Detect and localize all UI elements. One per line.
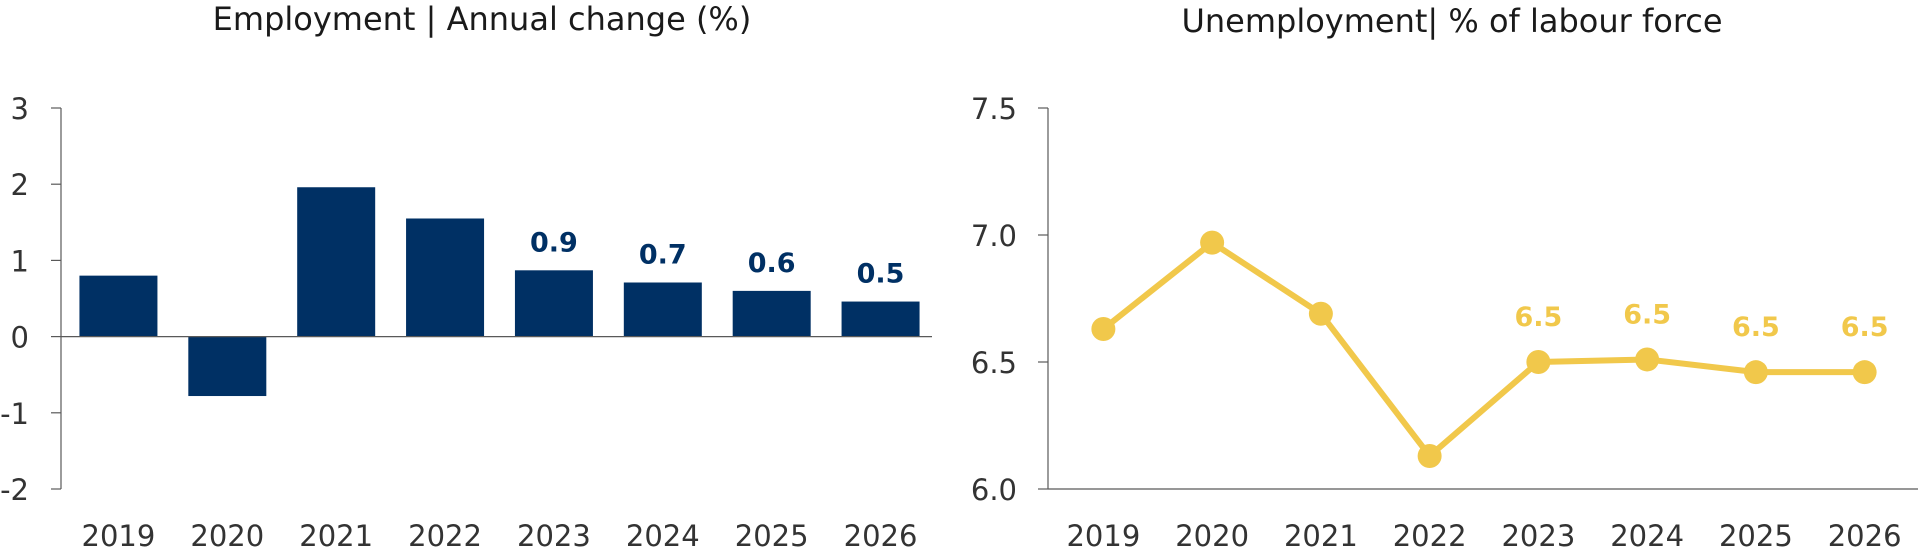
data-label: 0.9 — [530, 227, 578, 258]
x-tick-label: 2025 — [1719, 519, 1793, 553]
bar-2021 — [297, 187, 376, 337]
bar-2024 — [623, 282, 702, 337]
y-tick-label: 7.0 — [971, 219, 1017, 253]
y-tick-label: 2 — [11, 168, 29, 202]
bar-2025 — [732, 290, 811, 337]
bar-2023 — [514, 270, 593, 337]
data-label: 6.5 — [1623, 299, 1671, 330]
y-tick-label: -1 — [0, 397, 29, 431]
point-2019 — [1091, 316, 1116, 341]
x-tick-label: 2020 — [1175, 519, 1249, 553]
bar-2026 — [841, 301, 920, 337]
y-tick-label: 7.5 — [971, 92, 1017, 126]
point-2020 — [1200, 230, 1225, 255]
bar-2019 — [79, 275, 158, 337]
unemployment-chart-title: Unemployment| % of labour force — [1181, 2, 1722, 40]
x-tick-label: 2026 — [844, 519, 918, 553]
x-tick-label: 2022 — [1393, 519, 1467, 553]
y-tick-label: 6.5 — [971, 346, 1017, 380]
point-2025 — [1743, 360, 1768, 385]
x-tick-label: 2019 — [82, 519, 156, 553]
y-tick-label: 0 — [11, 321, 29, 355]
x-tick-label: 2023 — [517, 519, 591, 553]
x-tick-label: 2026 — [1828, 519, 1902, 553]
point-2022 — [1417, 443, 1442, 468]
x-tick-label: 2019 — [1066, 519, 1140, 553]
point-2026 — [1852, 360, 1877, 385]
point-2024 — [1635, 347, 1660, 372]
x-tick-label: 2024 — [1610, 519, 1684, 553]
x-tick-label: 2025 — [735, 519, 809, 553]
bar-2020 — [188, 336, 267, 397]
y-tick-label: 3 — [11, 92, 29, 126]
data-label: 6.5 — [1514, 302, 1562, 333]
y-tick-label: 1 — [11, 244, 29, 278]
x-tick-label: 2020 — [190, 519, 264, 553]
x-tick-label: 2023 — [1501, 519, 1575, 553]
y-tick-label: 6.0 — [971, 473, 1017, 507]
unemployment-line-chart: Unemployment| % of labour force 7.5 7.0 6.… — [971, 2, 1918, 553]
data-label: 0.7 — [639, 239, 687, 270]
point-2021 — [1308, 301, 1333, 326]
x-tick-label: 2024 — [626, 519, 700, 553]
data-label: 0.6 — [748, 248, 796, 279]
employment-bar-chart: Employment | Annual change (%) 3 2 1 0 -1 -2 2… — [0, 0, 932, 553]
data-label: 6.5 — [1732, 312, 1780, 343]
unemployment-series-line — [1101, 239, 1865, 459]
x-tick-label: 2022 — [408, 519, 482, 553]
x-tick-label: 2021 — [299, 519, 373, 553]
data-label: 6.5 — [1841, 312, 1889, 343]
y-tick-label: -2 — [0, 473, 29, 507]
x-tick-label: 2021 — [1284, 519, 1358, 553]
point-2023 — [1526, 350, 1551, 374]
bar-2022 — [406, 218, 485, 337]
employment-chart-title: Employment | Annual change (%) — [213, 0, 752, 38]
data-label: 0.5 — [857, 259, 905, 290]
